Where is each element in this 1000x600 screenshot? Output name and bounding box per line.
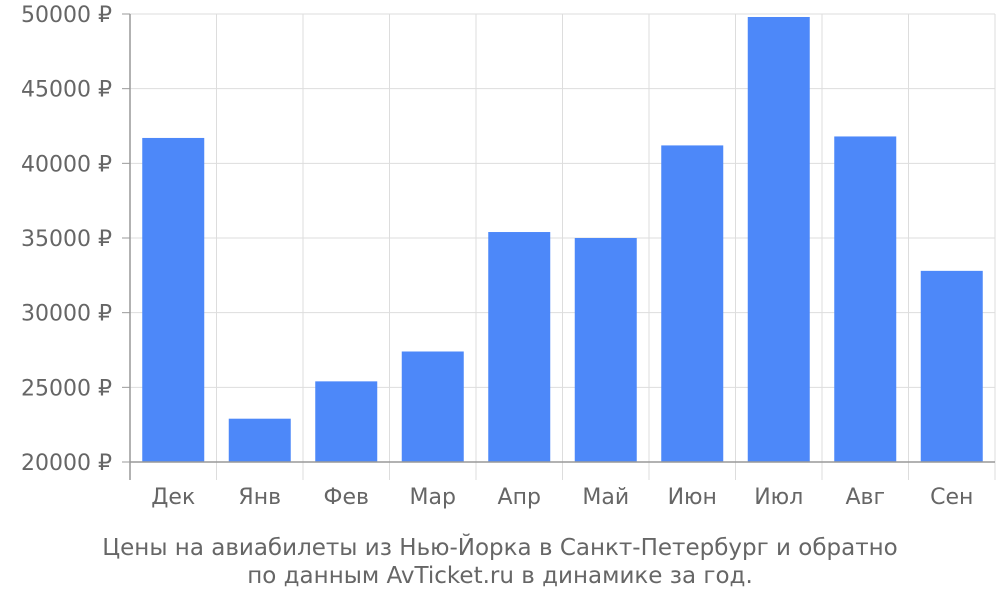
- y-tick-label: 35000 ₽: [21, 227, 112, 252]
- chart-caption-line-1: Цены на авиабилеты из Нью-Йорка в Санкт-…: [102, 535, 898, 561]
- bar-5: [488, 232, 551, 462]
- chart-caption-line-2: по данным AvTicket.ru в динамике за год.: [247, 563, 753, 589]
- bar-9: [834, 136, 897, 462]
- bar-7: [661, 145, 724, 462]
- bar-2: [228, 418, 291, 462]
- x-tick-label: Фев: [324, 485, 369, 510]
- bar-4: [401, 351, 464, 462]
- y-tick-label: 20000 ₽: [21, 451, 112, 476]
- x-tick-label: Апр: [498, 485, 541, 510]
- x-tick-label: Янв: [238, 485, 281, 510]
- y-tick-label: 45000 ₽: [21, 78, 112, 103]
- x-tick-label: Сен: [930, 485, 973, 510]
- x-tick-label: Июн: [668, 485, 717, 510]
- y-tick-label: 50000 ₽: [21, 3, 112, 28]
- x-tick-label: Май: [582, 485, 629, 510]
- y-tick-label: 30000 ₽: [21, 302, 112, 327]
- y-tick-label: 40000 ₽: [21, 152, 112, 177]
- bar-6: [574, 238, 637, 462]
- bar-8: [747, 16, 810, 463]
- x-tick-label: Дек: [151, 485, 195, 510]
- x-tick-label: Июл: [754, 485, 803, 510]
- bar-10: [920, 270, 983, 462]
- y-tick-label: 25000 ₽: [21, 376, 112, 401]
- x-tick-label: Мар: [410, 485, 456, 510]
- bar-3: [315, 381, 378, 462]
- x-tick-label: Авг: [845, 485, 885, 510]
- bar-1: [142, 137, 205, 463]
